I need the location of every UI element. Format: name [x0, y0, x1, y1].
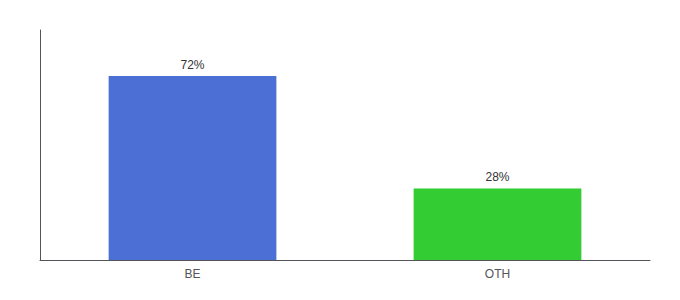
- svg-text:72%: 72%: [180, 58, 204, 72]
- svg-text:BE: BE: [184, 267, 200, 281]
- svg-text:28%: 28%: [485, 170, 509, 184]
- svg-text:OTH: OTH: [485, 267, 510, 281]
